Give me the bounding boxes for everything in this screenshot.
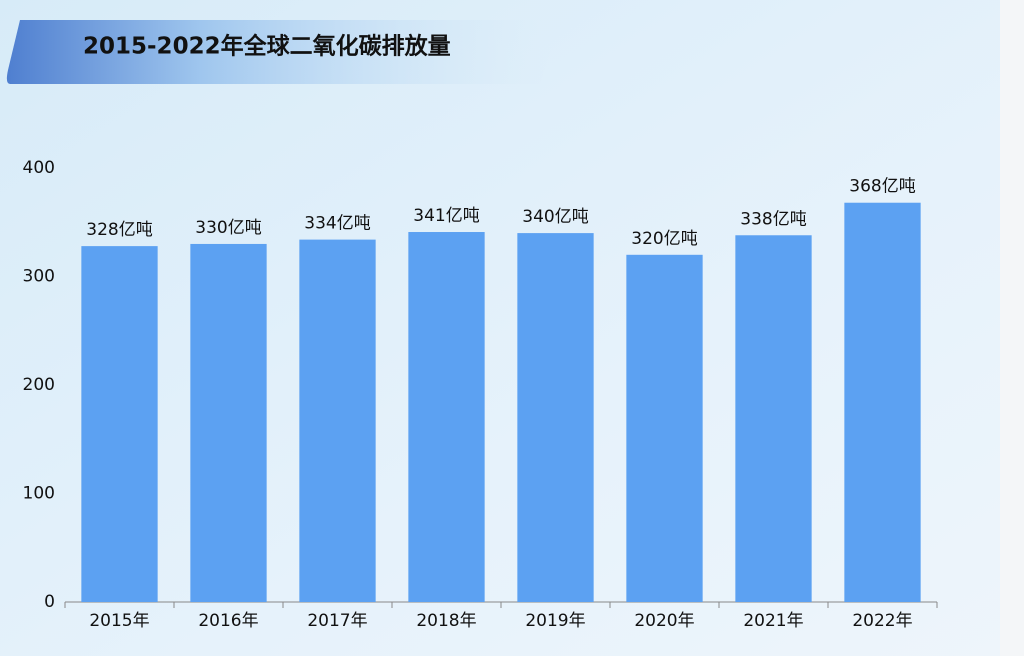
x-tick-label: 2020年 — [634, 611, 694, 631]
bar — [517, 233, 594, 602]
value-label: 338亿吨 — [740, 209, 806, 229]
y-tick-label: 200 — [23, 375, 55, 395]
edge — [1000, 0, 1024, 656]
x-tick-label: 2018年 — [416, 611, 476, 631]
bar — [844, 202, 921, 602]
x-tick-label: 2016年 — [198, 611, 258, 631]
value-label: 340亿吨 — [522, 207, 588, 227]
bar — [81, 246, 158, 602]
x-tick-label: 2022年 — [852, 611, 912, 631]
y-tick-label: 0 — [44, 592, 55, 612]
chart-title: 2015-2022年全球二氧化碳排放量 — [83, 33, 451, 60]
bar — [190, 243, 267, 602]
value-label: 341亿吨 — [413, 206, 479, 226]
x-tick-label: 2019年 — [525, 611, 585, 631]
value-label: 320亿吨 — [631, 229, 697, 249]
bar — [735, 235, 812, 602]
value-label: 328亿吨 — [86, 220, 152, 240]
y-tick-label: 100 — [23, 484, 55, 504]
title-banner — [6, 20, 560, 84]
bar — [299, 239, 376, 603]
bar — [626, 254, 703, 603]
x-tick-label: 2017年 — [307, 611, 367, 631]
value-label: 330亿吨 — [195, 218, 261, 238]
y-tick-label: 400 — [23, 158, 55, 178]
x-tick-label: 2015年 — [89, 611, 149, 631]
value-label: 368亿吨 — [849, 177, 915, 197]
y-tick-label: 300 — [23, 267, 55, 287]
x-tick-label: 2021年 — [743, 611, 803, 631]
bar — [408, 232, 485, 602]
value-label: 334亿吨 — [304, 214, 370, 234]
